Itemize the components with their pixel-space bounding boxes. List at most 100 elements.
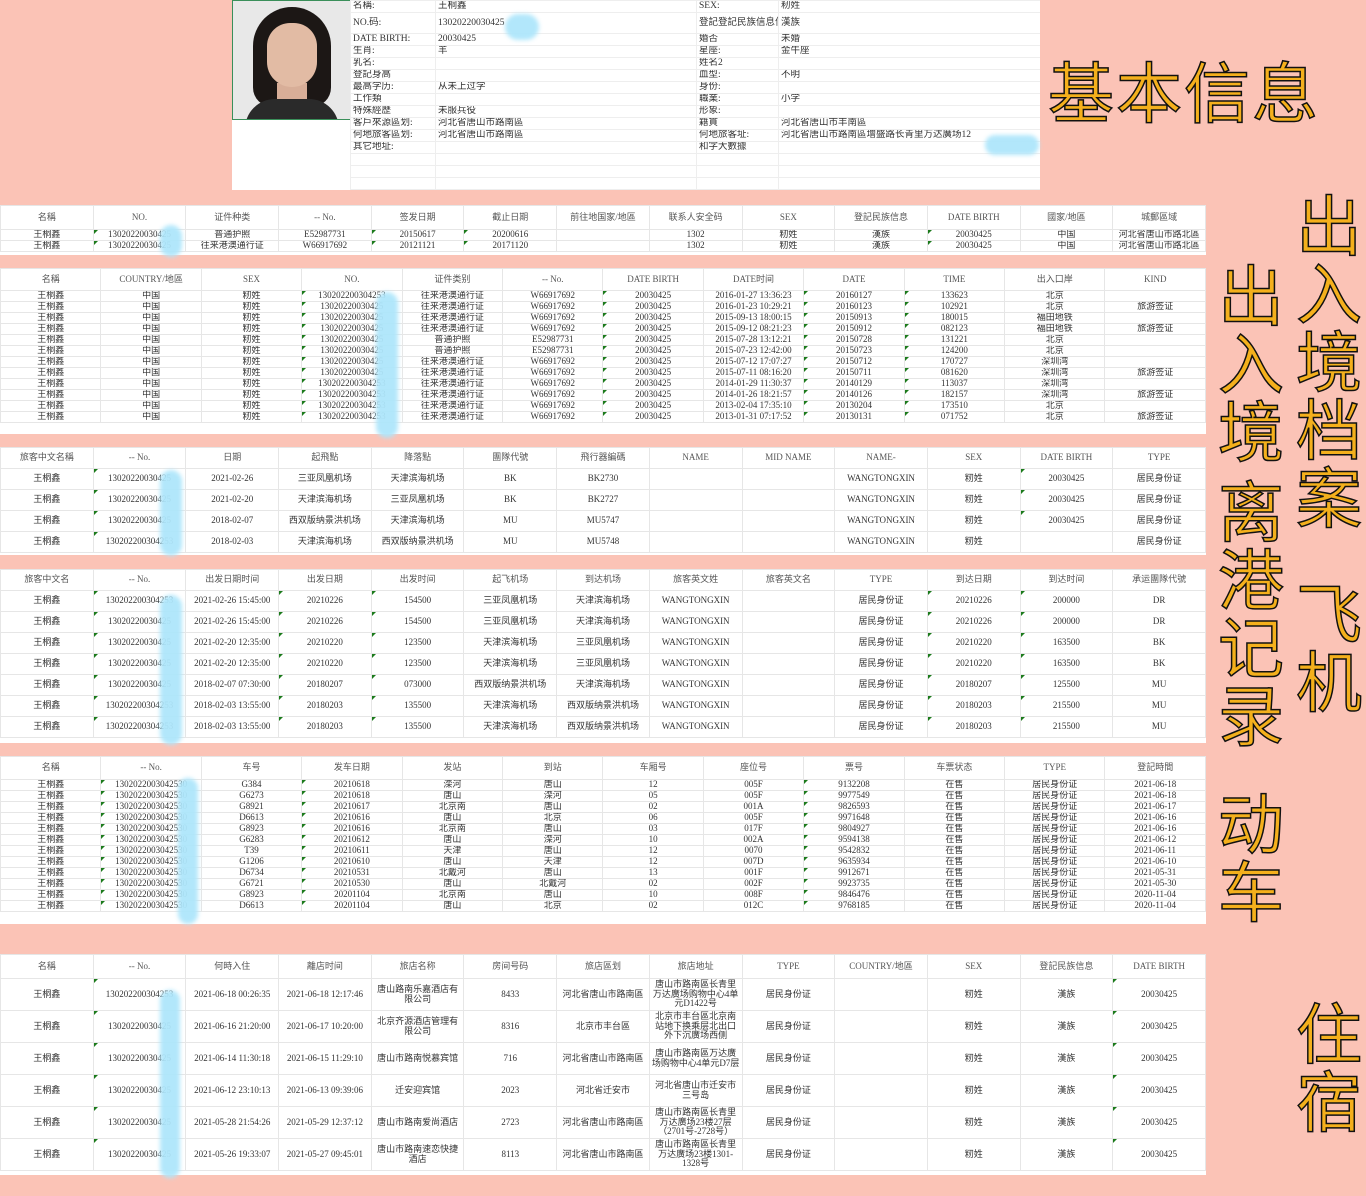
empty-cell — [350, 177, 436, 190]
text-number-marker — [302, 780, 307, 784]
table-cell: 王桐鑫 — [0, 834, 102, 846]
text-number-marker — [603, 412, 608, 416]
redaction-mark — [505, 14, 539, 40]
table-cell: 北京 — [1004, 334, 1106, 346]
column-header: -- No. — [502, 268, 604, 291]
column-header: MID NAME — [741, 447, 836, 469]
table-cell: 籾姓 — [200, 389, 303, 401]
table-cell: 2021-06-16 21:20:00 — [185, 1010, 280, 1043]
table-cell: 居民身份证 — [741, 978, 836, 1011]
column-header: 離店时间 — [278, 954, 372, 979]
table-cell: 王桐鑫 — [0, 845, 102, 857]
table-cell: 天津滨海机场 — [556, 590, 650, 612]
table-cell: 20030425 — [602, 323, 704, 335]
table-cell — [834, 1106, 928, 1139]
table-cell: W66917692 — [502, 290, 604, 302]
table-cell: 唐山 — [502, 779, 604, 791]
table-cell: 12 — [602, 856, 704, 868]
table-cell: 131221 — [903, 334, 1006, 346]
table-cell: 中国 — [100, 378, 202, 390]
column-header: -- No. — [92, 447, 187, 469]
table-cell: 2018-02-07 — [185, 510, 280, 532]
table-cell: 居民身份证 — [1004, 834, 1106, 846]
table-cell: 王桐鑫 — [0, 812, 102, 824]
table-cell: 中国 — [100, 345, 202, 357]
table-cell: 20030425 — [1112, 1010, 1206, 1043]
text-number-marker — [101, 802, 106, 806]
table-cell: 2020-11-04 — [1104, 900, 1206, 912]
table-cell: 2014-01-29 11:30:37 — [702, 378, 805, 390]
text-number-marker — [928, 591, 932, 595]
column-header: 何時入住 — [185, 954, 280, 979]
table-cell: 河北省唐山市路北區 — [1112, 239, 1206, 252]
text-number-marker — [302, 868, 307, 872]
text-number-marker — [603, 401, 608, 405]
column-header: 车票状态 — [903, 756, 1006, 780]
lodging-records-table: 名稱 -- No. 何時入住 離店时间 旅店名称 房间号码 旅店區划 旅店地址 TYPE COUN… — [0, 954, 1206, 1171]
table-cell: 北戴河 — [502, 878, 604, 890]
table-cell: 普通护照 — [401, 334, 504, 346]
table-cell: E52987731 — [502, 345, 604, 357]
text-number-marker — [804, 901, 809, 905]
table-cell: 2021-05-30 — [1104, 878, 1206, 890]
column-header: 旅店名称 — [370, 954, 465, 979]
table-cell: 王桐鑫 — [0, 411, 102, 423]
table-cell: 2014-01-26 18:21:57 — [702, 389, 805, 401]
column-header: COUNTRY/地區 — [100, 268, 202, 291]
table-cell: 2018-02-03 13:55:00 — [185, 695, 280, 717]
table-cell: 西双版纳景洪机场 — [463, 674, 558, 696]
text-number-marker — [372, 633, 376, 637]
table-cell: 20030425 — [1019, 510, 1114, 532]
table-cell: 三亚凤凰机场 — [463, 590, 558, 612]
table-cell: 王桐鑫 — [0, 1138, 94, 1171]
table-cell — [556, 239, 650, 252]
table-cell — [648, 531, 743, 553]
table-cell — [1104, 378, 1206, 390]
table-cell: 漢族 — [1019, 978, 1114, 1011]
text-number-marker — [302, 335, 307, 339]
table-cell: 天津滨海机场 — [463, 653, 558, 675]
table-cell: 9912671 — [803, 867, 905, 879]
text-number-marker — [905, 324, 909, 328]
table-cell: 20180203 — [926, 716, 1021, 738]
table-cell: 123500 — [370, 632, 465, 654]
table-cell: 唐山市路南悦慕宾馆 — [370, 1042, 465, 1075]
table-cell: 西双版纳景洪机场 — [370, 531, 465, 553]
table-cell: 2020-11-04 — [1104, 889, 1206, 901]
table-cell: 王桐鑫 — [0, 389, 102, 401]
column-header: 到达日期 — [926, 569, 1021, 591]
table-row: 王桐鑫 1302022003042530 G1206 20210610 唐山 天津 12 00… — [0, 856, 1206, 868]
table-cell: 20171120 — [463, 239, 558, 252]
table-cell: 20030425 — [602, 290, 704, 302]
table-cell: 2021-06-17 — [1104, 801, 1206, 813]
table-cell: 中国 — [100, 301, 202, 313]
basic-info-sheet: 名稱:王桐鑫SEX:籾姓NO.码:13020220030425登記登記民族信息信… — [232, 0, 1040, 190]
table-row: 王桐鑫 130202200304253 2018-02-03 天津滨海机场 西双版纳景洪… — [0, 531, 1206, 553]
table-cell: 20210616 — [301, 823, 403, 835]
table-cell: G384 — [200, 779, 303, 791]
table-cell: 王桐鑫 — [0, 674, 94, 696]
column-header: DATE BIRTH — [602, 268, 704, 291]
table-cell: 002A — [702, 834, 805, 846]
text-number-marker — [603, 313, 608, 317]
table-cell: 10 — [602, 889, 704, 901]
table-cell: 20150728 — [803, 334, 905, 346]
table-cell: 往来港澳通行证 — [401, 323, 504, 335]
table-cell: 居民身份证 — [741, 1010, 836, 1043]
info-value — [435, 93, 697, 106]
table-row: 王桐鑫 中国 籾姓 13020220030425 往来港澳通行证 W66917692 200… — [0, 367, 1206, 379]
table-cell: 中国 — [100, 411, 202, 423]
table-cell: 唐山市路南區长青里万达廣场购物中心4单元D1422号 — [648, 978, 743, 1011]
text-number-marker — [905, 368, 909, 372]
info-value — [435, 69, 697, 82]
table-cell: 滦河 — [502, 834, 604, 846]
table-cell: 20180203 — [926, 695, 1021, 717]
column-header: 旅客英文姓 — [648, 569, 743, 591]
text-number-marker — [279, 612, 284, 616]
table-cell: 170727 — [903, 356, 1006, 368]
table-cell — [648, 468, 743, 490]
table-cell: 往来港澳通行证 — [401, 389, 504, 401]
table-cell: 天津滨海机场 — [370, 510, 465, 532]
table-cell: 王桐鑫 — [0, 367, 102, 379]
info-value: 籾姓 — [778, 0, 1040, 13]
